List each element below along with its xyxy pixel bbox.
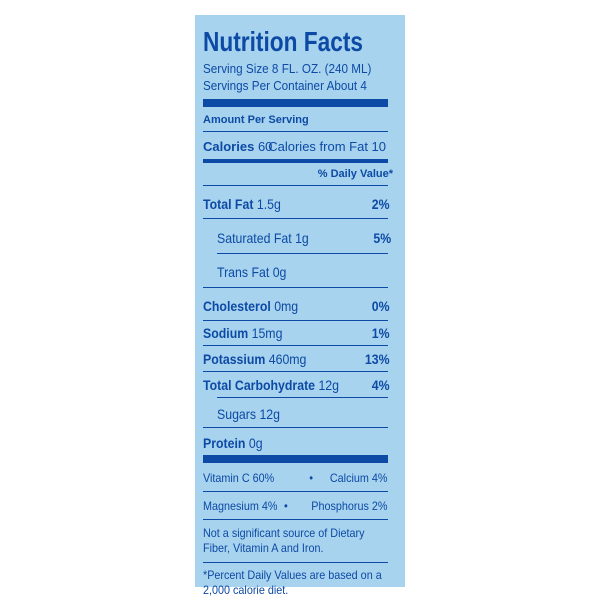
thick-divider bbox=[203, 455, 388, 463]
nutrient-row-total-fat: Total Fat 1.5g 2% bbox=[203, 195, 390, 213]
nutrient-row-cholesterol: Cholesterol 0mg 0% bbox=[203, 297, 390, 315]
nutrient-amount: 12g bbox=[259, 406, 281, 422]
nutrient-amount: 15mg bbox=[251, 325, 283, 341]
nutrient-dv: 13% bbox=[364, 351, 390, 367]
nutrient-amount: 460mg bbox=[268, 351, 307, 367]
vitamin-row-2: Magnesium 4% • Phosphorus 2% bbox=[203, 499, 388, 514]
nutrient-dv: 2% bbox=[371, 196, 390, 212]
servings-per-container: Servings Per Container About 4 bbox=[203, 78, 367, 93]
vitamin-row-1: Vitamin C 60% • Calcium 4% bbox=[203, 471, 388, 486]
calories-from-fat: Calories from Fat 10 bbox=[268, 139, 386, 154]
vitamin-c: Vitamin C 60% bbox=[203, 471, 275, 485]
divider bbox=[203, 491, 388, 492]
not-significant-note: Not a significant source of Dietary Fibe… bbox=[203, 526, 365, 555]
divider bbox=[203, 562, 388, 563]
nutrient-row-saturated-fat: Saturated Fat 1g 5% bbox=[217, 229, 391, 247]
nutrient-amount: 0g bbox=[248, 435, 263, 451]
nutrient-row-protein: Protein 0g bbox=[203, 434, 390, 452]
divider bbox=[203, 320, 388, 321]
nutrient-name: Saturated Fat bbox=[217, 230, 292, 246]
footnote: *Percent Daily Values are based on a 2,0… bbox=[203, 568, 382, 597]
nutrient-name: Total Carbohydrate bbox=[203, 377, 316, 393]
nutrient-dv: 5% bbox=[373, 230, 392, 246]
nutrition-label: Nutrition Facts Serving Size 8 FL. OZ. (… bbox=[203, 25, 393, 597]
calcium: Calcium 4% bbox=[329, 471, 388, 485]
nutrient-amount: 0g bbox=[272, 264, 287, 280]
divider bbox=[203, 427, 388, 428]
nutrient-name: Trans Fat bbox=[217, 264, 270, 280]
nutrient-name: Protein bbox=[203, 435, 246, 451]
nutrition-panel: Nutrition Facts Serving Size 8 FL. OZ. (… bbox=[195, 15, 405, 597]
nutrient-row-sodium: Sodium 15mg 1% bbox=[203, 324, 390, 342]
nutrient-row-potassium: Potassium 460mg 13% bbox=[203, 350, 390, 368]
divider bbox=[217, 397, 388, 398]
label-title: Nutrition Facts bbox=[203, 26, 364, 57]
divider bbox=[203, 371, 388, 372]
bullet-separator: • bbox=[284, 499, 288, 513]
nutrient-dv: 1% bbox=[371, 325, 390, 341]
daily-value-header: % Daily Value* bbox=[317, 168, 393, 180]
calories-label: Calories bbox=[203, 139, 255, 154]
nutrient-name: Sodium bbox=[203, 325, 249, 341]
nutrient-amount: 1.5g bbox=[256, 196, 281, 212]
divider bbox=[203, 287, 388, 288]
nutrient-row-sugars: Sugars 12g bbox=[217, 405, 391, 423]
nutrient-row-trans-fat: Trans Fat 0g bbox=[217, 263, 391, 281]
magnesium: Magnesium 4% bbox=[203, 499, 278, 513]
thick-divider bbox=[203, 99, 388, 107]
calories-value: 60 bbox=[257, 139, 273, 154]
nutrient-name: Sugars bbox=[217, 406, 257, 422]
nutrient-amount: 1g bbox=[295, 230, 309, 246]
nutrient-name: Cholesterol bbox=[203, 298, 271, 314]
serving-size: Serving Size 8 FL. OZ. (240 ML) bbox=[203, 61, 372, 76]
nutrient-dv: 0% bbox=[371, 298, 390, 314]
divider bbox=[217, 253, 388, 254]
amount-per-serving: Amount Per Serving bbox=[203, 114, 309, 126]
nutrient-name: Total Fat bbox=[203, 196, 254, 212]
nutrient-amount: 12g bbox=[318, 377, 340, 393]
divider bbox=[203, 218, 388, 219]
phosphorus: Phosphorus 2% bbox=[311, 499, 388, 513]
nutrient-amount: 0mg bbox=[274, 298, 299, 314]
calories-row: Calories 60 Calories from Fat 10 bbox=[203, 139, 388, 155]
divider bbox=[203, 345, 388, 346]
divider bbox=[203, 185, 388, 186]
nutrient-dv: 4% bbox=[371, 377, 390, 393]
nutrient-name: Potassium bbox=[203, 351, 266, 367]
bullet-separator: • bbox=[309, 471, 313, 485]
divider bbox=[203, 519, 388, 520]
medium-divider bbox=[203, 159, 388, 163]
nutrient-row-total-carbohydrate: Total Carbohydrate 12g 4% bbox=[203, 376, 390, 394]
divider bbox=[203, 131, 388, 132]
